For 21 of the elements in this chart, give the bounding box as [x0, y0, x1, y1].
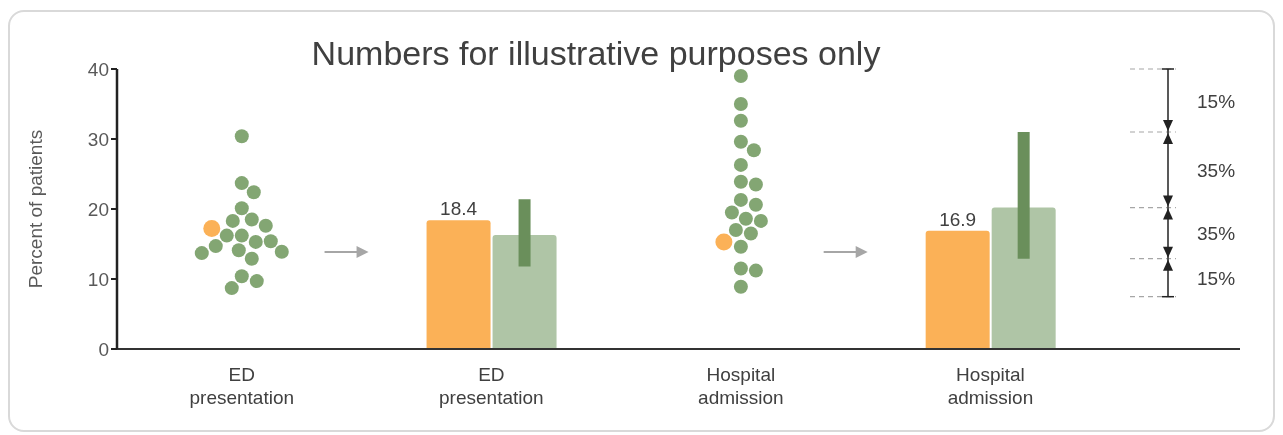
y-tick-label: 20 — [87, 198, 109, 220]
annotation: 35% — [1197, 223, 1236, 245]
annotation: 15% — [1197, 90, 1236, 112]
y-tick-label: 40 — [87, 58, 109, 80]
annotation: 15% — [1197, 267, 1236, 289]
y-tick-label: 30 — [87, 128, 109, 150]
x-tick-label: ED presentation — [189, 364, 295, 408]
y-tick-label: 10 — [87, 268, 109, 290]
bar — [492, 234, 557, 349]
bar — [925, 230, 990, 349]
y-tick-label: 0 — [98, 338, 109, 360]
data-label: 16.9 — [939, 208, 977, 230]
x-tick-label: Hospital admission — [698, 364, 784, 408]
x-tick-label: ED presentation — [439, 364, 544, 408]
bar — [991, 207, 1056, 349]
y-axis-title: Percent of patients — [25, 129, 46, 289]
annotation: 35% — [1197, 159, 1236, 181]
bar — [426, 220, 491, 349]
data-label: 18.4 — [440, 198, 478, 220]
x-tick-label: Hospital admission — [947, 364, 1034, 408]
chart-title: Numbers for illustrative purposes only — [311, 34, 881, 72]
